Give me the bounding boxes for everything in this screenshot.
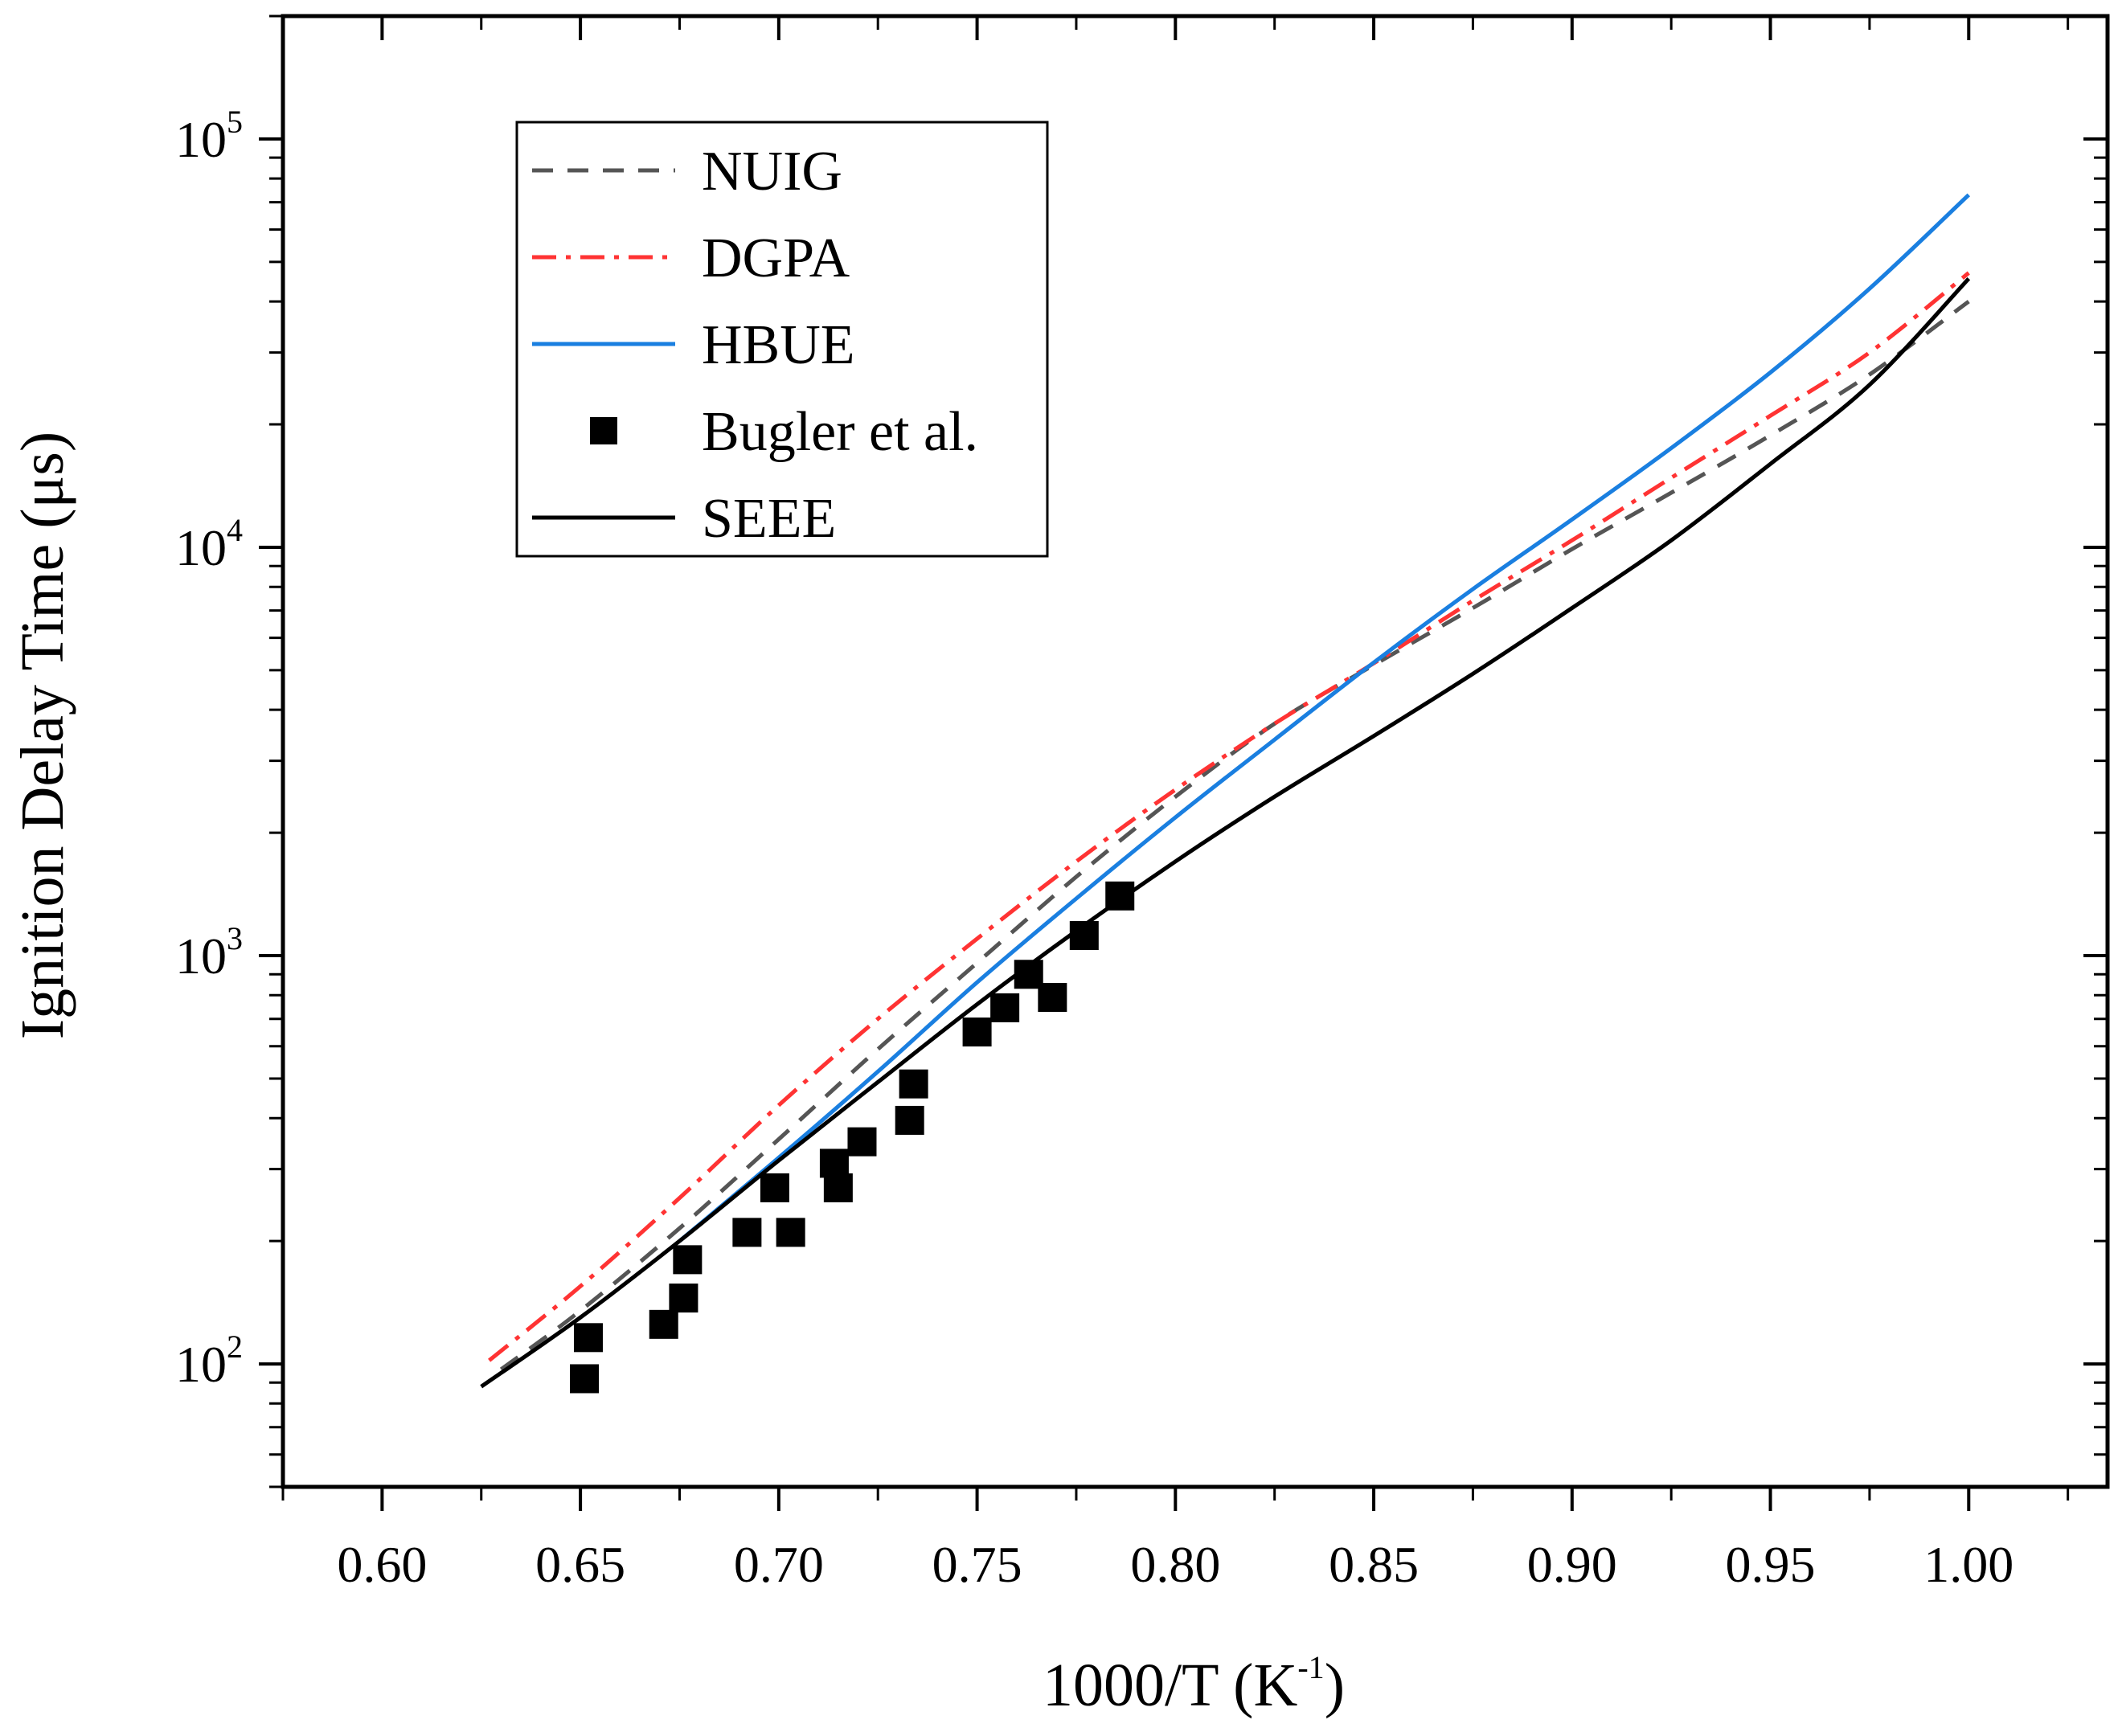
data-point-bugler-et-al (819, 1148, 849, 1178)
x-tick-label: 0.65 (535, 1536, 625, 1593)
data-point-bugler-et-al (732, 1218, 762, 1247)
y-tick-label: 103 (175, 920, 243, 985)
y-tick-label: 102 (175, 1329, 243, 1393)
y-axis-title: Ignition Delay Time (μs) (9, 432, 76, 1039)
series-layer (480, 193, 1971, 1394)
plot-frame (281, 14, 2110, 1489)
x-tick-label: 0.90 (1527, 1536, 1617, 1593)
x-tick-label: 0.80 (1130, 1536, 1220, 1593)
x-tick-label: 1.00 (1923, 1536, 2014, 1593)
data-point-bugler-et-al (573, 1323, 603, 1353)
legend: NUIG DGPA HBUE Bugler et al. SEEE (515, 121, 1049, 558)
data-point-bugler-et-al (669, 1284, 698, 1313)
series-line-nuig (499, 300, 1970, 1371)
data-point-bugler-et-al (570, 1364, 600, 1394)
data-point-bugler-et-al (649, 1309, 678, 1339)
x-tick-label: 0.95 (1726, 1536, 1816, 1593)
data-point-bugler-et-al (1038, 983, 1067, 1013)
data-point-bugler-et-al (1105, 881, 1135, 911)
data-point-bugler-et-al (673, 1245, 703, 1275)
data-point-bugler-et-al (899, 1069, 928, 1099)
data-point-bugler-et-al (823, 1173, 853, 1202)
legend-label-bugler-et-al: Bugler et al. (702, 401, 978, 463)
x-tick-label: 0.75 (932, 1536, 1022, 1593)
series-line-hbue (678, 193, 1971, 1243)
data-point-bugler-et-al (895, 1105, 924, 1135)
x-tick-label: 0.60 (337, 1536, 427, 1593)
data-point-bugler-et-al (776, 1218, 805, 1247)
legend-label-dgpa: DGPA (702, 227, 850, 289)
labels-layer: 0.60 0.65 0.70 0.75 0.80 0.85 0.90 0.95 1.00 102 1… (175, 104, 2014, 1593)
data-point-bugler-et-al (847, 1127, 877, 1157)
legend-label-hbue: HBUE (702, 314, 855, 376)
series-line-dgpa (488, 271, 1970, 1362)
legend-box (515, 121, 1049, 558)
legend-swatch-bugler-et-al (590, 417, 617, 444)
y-tick-label: 104 (175, 512, 243, 576)
ticks-layer (259, 14, 2108, 1511)
legend-label-nuig: NUIG (702, 141, 842, 203)
legend-label-seee: SEEE (702, 488, 836, 550)
data-point-bugler-et-al (760, 1173, 789, 1202)
data-point-bugler-et-al (1069, 921, 1099, 951)
series-line-seee (480, 276, 1971, 1389)
x-tick-label: 0.70 (734, 1536, 824, 1593)
x-axis-title: 1000/T (K-1) (1043, 1649, 1345, 1719)
x-tick-label: 0.85 (1329, 1536, 1419, 1593)
data-point-bugler-et-al (990, 993, 1020, 1022)
data-point-bugler-et-al (962, 1017, 992, 1047)
y-tick-label: 105 (175, 104, 243, 168)
